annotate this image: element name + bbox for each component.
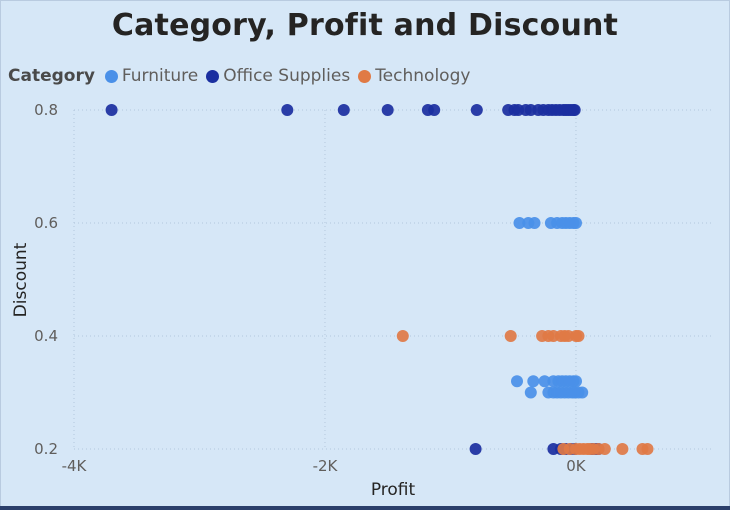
data-point-furniture[interactable]: [538, 375, 551, 388]
y-tick-label: 0.2: [34, 440, 58, 458]
data-point-office-supplies[interactable]: [281, 104, 294, 116]
legend-title: Category: [8, 66, 95, 86]
legend-item-office-supplies[interactable]: Office Supplies: [206, 66, 350, 86]
legend-label-furniture: Furniture: [121, 66, 199, 86]
y-axis-title: Discount: [11, 242, 31, 317]
data-point-office-supplies[interactable]: [337, 104, 350, 116]
gridlines: [73, 109, 714, 450]
bottom-border: [0, 506, 730, 510]
data-point-technology[interactable]: [616, 443, 629, 455]
data-point-technology[interactable]: [504, 330, 517, 342]
legend-label-office-supplies: Office Supplies: [223, 66, 351, 86]
legend-label-technology: Technology: [375, 66, 471, 86]
x-tick-label: 0K: [566, 457, 587, 475]
data-point-office-supplies[interactable]: [381, 104, 394, 116]
data-point-office-supplies[interactable]: [469, 443, 482, 455]
x-tick-label: -2K: [313, 457, 339, 475]
y-axis: 0.2 0.4 0.6 0.8: [34, 101, 58, 458]
y-tick-label: 0.6: [34, 214, 58, 232]
data-point-technology[interactable]: [396, 330, 409, 342]
x-axis: -4K -2K 0K: [62, 457, 587, 475]
data-point-furniture[interactable]: [511, 375, 523, 388]
data-point-furniture[interactable]: [527, 375, 540, 388]
chart-title: Category, Profit and Discount: [111, 8, 619, 43]
data-point-office-supplies[interactable]: [470, 104, 483, 116]
legend-marker-technology: [358, 69, 372, 83]
data-point-technology[interactable]: [598, 443, 611, 455]
data-point-furniture[interactable]: [528, 217, 541, 229]
legend-marker-office-supplies: [206, 69, 220, 83]
legend-item-technology[interactable]: Technology: [358, 66, 470, 86]
data-point-furniture[interactable]: [524, 386, 537, 399]
data-point-furniture[interactable]: [513, 217, 526, 229]
data-point-office-supplies[interactable]: [105, 104, 118, 116]
data-point-furniture[interactable]: [570, 217, 582, 229]
data-point-technology[interactable]: [572, 330, 585, 342]
data-point-office-supplies[interactable]: [428, 104, 441, 116]
x-tick-label: -4K: [62, 457, 88, 475]
data-point-furniture[interactable]: [570, 375, 582, 388]
x-axis-title: Profit: [371, 480, 416, 500]
legend-marker-furniture: [104, 69, 118, 83]
data-point-technology[interactable]: [641, 443, 654, 455]
data-points[interactable]: [105, 104, 654, 455]
data-point-office-supplies[interactable]: [568, 104, 581, 116]
legend[interactable]: Category Furniture Office Supplies Techn…: [8, 64, 478, 88]
y-tick-label: 0.8: [34, 101, 58, 119]
y-tick-label: 0.4: [34, 327, 58, 345]
data-point-furniture[interactable]: [576, 386, 589, 399]
legend-item-furniture[interactable]: Furniture: [104, 66, 199, 86]
